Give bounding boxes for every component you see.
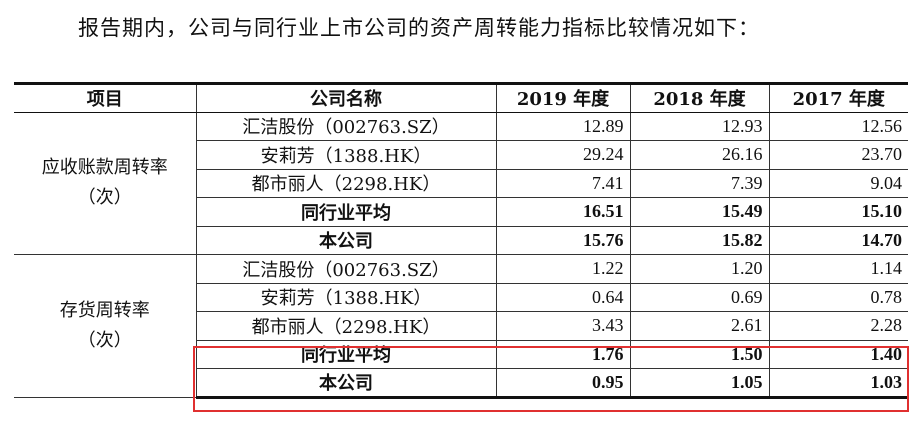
header-2017: 2017 年度 (768, 82, 908, 113)
intro-text: 报告期内，公司与同行业上市公司的资产周转能力指标比较情况如下： (78, 16, 760, 40)
value-2018: 26.16 (629, 140, 770, 170)
turnover-comparison-table: 项目 公司名称 2019 年度 2018 年度 2017 年度 应收账款周转率 … (14, 82, 908, 399)
value-2019: 0.95 (495, 368, 631, 399)
company-name: 都市丽人（2298.HK） (196, 311, 497, 341)
value-2017: 2.28 (768, 311, 908, 341)
header-2018: 2018 年度 (629, 82, 770, 113)
value-2018: 1.20 (629, 254, 770, 284)
value-2017: 1.03 (768, 368, 908, 399)
metric-label: 应收账款周转率 (41, 157, 168, 179)
value-2019: 12.89 (495, 111, 631, 141)
company-name: 同行业平均 (196, 339, 497, 369)
value-2019: 3.43 (495, 311, 631, 341)
value-2018: 15.49 (629, 197, 770, 227)
company-name: 安莉芳（1388.HK） (196, 282, 497, 312)
header-item: 项目 (14, 82, 197, 113)
table-row: 本公司 15.76 15.82 14.70 (14, 225, 908, 255)
value-2018: 12.93 (629, 111, 770, 141)
table-row: 本公司 0.95 1.05 1.03 (14, 368, 908, 399)
metric-cell: 应收账款周转率 （次） (14, 111, 197, 255)
table-row: 都市丽人（2298.HK） 7.41 7.39 9.04 (14, 168, 908, 198)
metric-unit: （次） (77, 187, 132, 209)
table-row: 安莉芳（1388.HK） 0.64 0.69 0.78 (14, 282, 908, 312)
value-2018: 7.39 (629, 168, 770, 198)
value-2019: 0.64 (495, 282, 631, 312)
metric-unit: （次） (77, 329, 132, 351)
company-name: 汇洁股份（002763.SZ） (195, 111, 497, 141)
table-row: 应收账款周转率 （次） 汇洁股份（002763.SZ） 12.89 12.93 … (14, 111, 908, 255)
value-2017: 12.56 (768, 111, 908, 141)
table-row: 存货周转率 （次） 汇洁股份（002763.SZ） 1.22 1.20 1.14 (14, 254, 908, 398)
value-2017: 15.10 (768, 197, 908, 227)
header-company: 公司名称 (195, 82, 497, 113)
table-row: 同行业平均 16.51 15.49 15.10 (14, 197, 908, 227)
value-2017: 14.70 (768, 225, 908, 255)
value-2018: 1.50 (629, 339, 770, 369)
value-2017: 23.70 (768, 140, 908, 170)
value-2017: 1.40 (768, 339, 908, 369)
value-2017: 9.04 (768, 168, 908, 198)
metric-cell: 存货周转率 （次） (14, 254, 197, 398)
value-2019: 1.22 (495, 254, 631, 284)
header-row: 项目 公司名称 2019 年度 2018 年度 2017 年度 (14, 82, 908, 113)
value-2019: 7.41 (495, 168, 631, 198)
company-name: 同行业平均 (196, 197, 497, 227)
value-2019: 16.51 (495, 197, 631, 227)
company-name: 都市丽人（2298.HK） (196, 168, 497, 198)
value-2019: 29.24 (495, 140, 631, 170)
value-2017: 1.14 (768, 254, 908, 284)
company-name: 安莉芳（1388.HK） (196, 140, 497, 170)
header-2019: 2019 年度 (495, 82, 631, 113)
value-2019: 1.76 (495, 339, 631, 369)
value-2019: 15.76 (495, 225, 631, 255)
company-name: 本公司 (196, 368, 497, 399)
company-name: 本公司 (196, 225, 497, 255)
value-2017: 0.78 (768, 282, 908, 312)
value-2018: 1.05 (629, 368, 770, 399)
value-2018: 15.82 (629, 225, 770, 255)
company-name: 汇洁股份（002763.SZ） (195, 254, 497, 284)
metric-label: 存货周转率 (59, 299, 150, 321)
value-2018: 0.69 (629, 282, 770, 312)
value-2018: 2.61 (629, 311, 770, 341)
